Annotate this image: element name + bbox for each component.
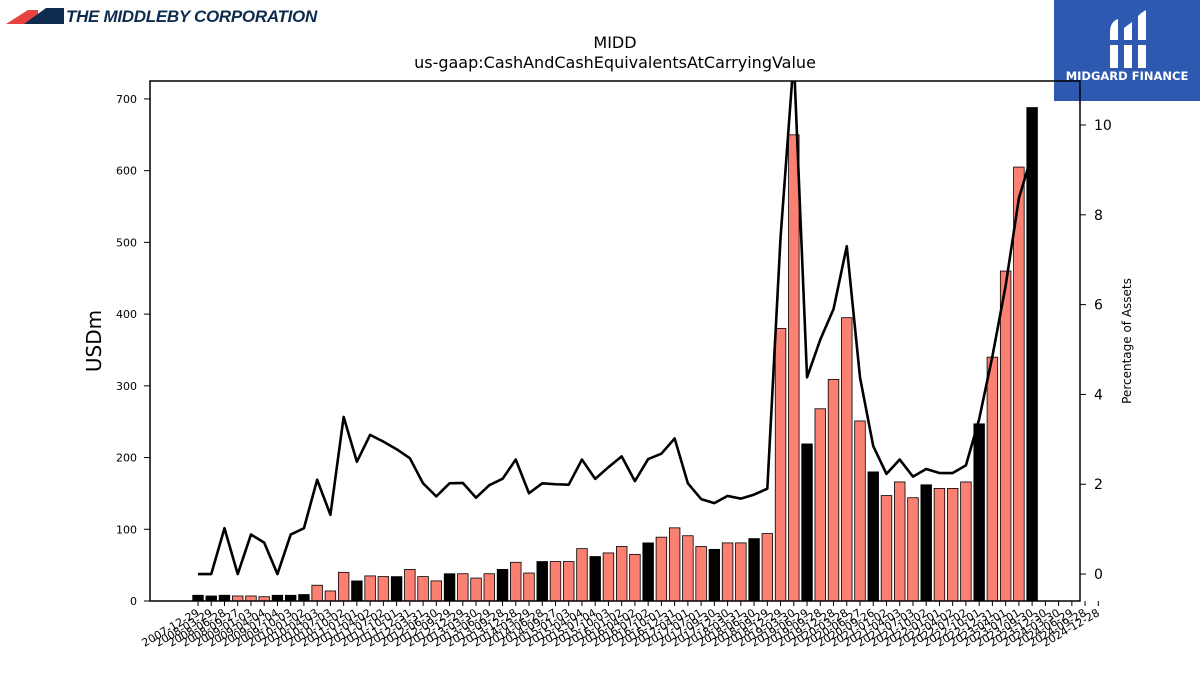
bar bbox=[218, 594, 231, 602]
y2-tick-label: 6 bbox=[1094, 298, 1103, 314]
bar bbox=[973, 423, 985, 602]
bar bbox=[695, 546, 707, 602]
publisher-name: MIDGARD FINANCE bbox=[1065, 69, 1189, 83]
bar bbox=[920, 484, 932, 602]
bar bbox=[457, 573, 469, 602]
y-tick-label: 100 bbox=[116, 523, 137, 536]
bar bbox=[549, 561, 562, 602]
bar bbox=[483, 573, 495, 602]
bar bbox=[788, 134, 800, 602]
bar bbox=[510, 561, 522, 602]
bar bbox=[655, 536, 668, 602]
bar bbox=[907, 497, 919, 602]
bar bbox=[576, 548, 588, 602]
bar bbox=[602, 552, 615, 602]
y-axis: 0 100 200 300 400 500 600 700 bbox=[116, 93, 150, 608]
publisher-badge: MIDGARD FINANCE bbox=[1054, 0, 1200, 101]
bar bbox=[192, 594, 204, 602]
bar bbox=[351, 580, 363, 602]
y-tick-label: 300 bbox=[116, 380, 137, 393]
bar bbox=[801, 443, 813, 602]
bar bbox=[721, 542, 734, 602]
bar bbox=[960, 481, 972, 602]
brand-name: THE MIDDLEBY CORPORATION bbox=[66, 7, 317, 26]
y2-tick-label: 0 bbox=[1094, 567, 1103, 583]
bar bbox=[986, 356, 999, 602]
chart-title: MIDD bbox=[593, 33, 636, 52]
publisher-mark-icon bbox=[1106, 10, 1150, 68]
bar bbox=[364, 575, 376, 602]
bar bbox=[563, 561, 575, 602]
brand-logo: THE MIDDLEBY CORPORATION bbox=[0, 0, 317, 34]
bar bbox=[841, 317, 853, 602]
line-series bbox=[198, 81, 1034, 576]
y-tick-label: 400 bbox=[116, 308, 137, 321]
bar bbox=[761, 533, 774, 602]
y2-tick-label: 2 bbox=[1094, 477, 1103, 493]
bar bbox=[629, 553, 641, 602]
bar bbox=[1026, 107, 1038, 602]
bar bbox=[443, 573, 456, 602]
x-axis: 2007-12-292008-03-292008-06-282008-09-27… bbox=[140, 601, 1102, 650]
y2-axis: 0 2 4 6 8 10 bbox=[1080, 118, 1112, 583]
bar-series bbox=[192, 107, 1038, 602]
bar bbox=[298, 594, 310, 602]
bar bbox=[232, 595, 244, 602]
bar bbox=[682, 535, 694, 602]
y2-tick-label: 8 bbox=[1094, 208, 1103, 224]
bar bbox=[324, 590, 337, 602]
bar bbox=[867, 471, 879, 602]
bar bbox=[615, 546, 628, 602]
bar bbox=[496, 569, 509, 602]
y-tick-label: 600 bbox=[116, 165, 137, 178]
bar bbox=[894, 481, 906, 602]
bar bbox=[814, 408, 826, 602]
bar bbox=[999, 270, 1012, 602]
bar bbox=[854, 420, 866, 602]
bar bbox=[735, 542, 747, 602]
plot-frame bbox=[149, 80, 1081, 602]
bar bbox=[536, 561, 548, 602]
bar bbox=[271, 594, 284, 602]
bar bbox=[1013, 166, 1025, 602]
bar bbox=[774, 328, 787, 602]
bar bbox=[668, 527, 681, 602]
chart-subtitle: us-gaap:CashAndCashEquivalentsAtCarrying… bbox=[414, 53, 816, 72]
bar bbox=[470, 577, 482, 602]
bar bbox=[390, 576, 403, 602]
bar bbox=[417, 576, 429, 602]
bar bbox=[404, 569, 416, 602]
y-axis-label: USDm bbox=[82, 310, 106, 372]
bar bbox=[748, 538, 760, 602]
bar bbox=[377, 576, 390, 602]
y-tick-label: 200 bbox=[116, 452, 137, 465]
bar bbox=[430, 580, 443, 602]
y2-tick-label: 4 bbox=[1094, 387, 1103, 403]
y2-tick-label: 10 bbox=[1094, 118, 1112, 134]
bar bbox=[284, 594, 297, 602]
bar bbox=[245, 595, 257, 602]
bar bbox=[589, 556, 601, 602]
series-line bbox=[198, 81, 1034, 576]
brand-mark-icon bbox=[6, 8, 64, 24]
y2-axis-label: Percentage of Assets bbox=[1120, 278, 1134, 404]
y-tick-label: 700 bbox=[116, 93, 137, 106]
y-tick-label: 500 bbox=[116, 236, 137, 249]
bar bbox=[827, 378, 840, 602]
bar bbox=[933, 487, 946, 602]
bar bbox=[311, 584, 323, 602]
bar bbox=[523, 572, 535, 602]
y-tick-label: 0 bbox=[130, 595, 137, 608]
bar bbox=[946, 487, 959, 602]
bar bbox=[337, 571, 350, 602]
bar bbox=[205, 595, 217, 602]
bar bbox=[708, 548, 721, 602]
bar bbox=[642, 542, 654, 602]
bar bbox=[880, 495, 893, 602]
